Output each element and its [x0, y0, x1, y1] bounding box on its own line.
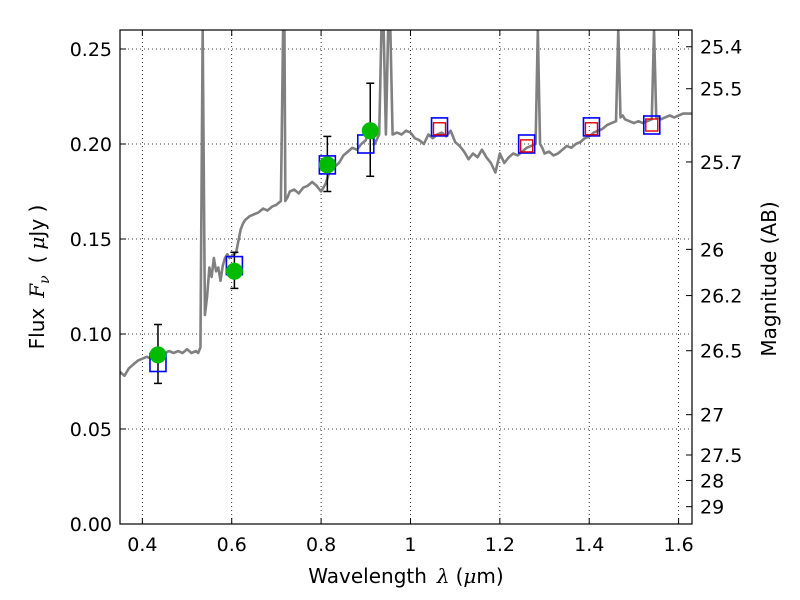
- y-tick-label: 0.05: [70, 419, 112, 441]
- model-square-marker: [642, 115, 661, 135]
- magnitude-tick-label: 26.2: [700, 286, 742, 308]
- y-axis-ticks: 0.00 0.05 0.10 0.15 0.20 0.25: [70, 39, 126, 536]
- magnitude-tick-label: 29: [700, 497, 724, 519]
- y-tick-label: 0.10: [70, 324, 112, 346]
- y-tick-label: 0.25: [70, 39, 112, 61]
- limit-square-marker: [645, 118, 659, 132]
- spectrum-series: [120, 30, 692, 378]
- limit-square-marker: [432, 122, 447, 136]
- x-tick-label: 0.8: [306, 534, 336, 556]
- magnitude-axis-ticks: 25.4 25.5 25.7 26 26.2 26.5 27 27.5 28 29: [686, 37, 742, 519]
- y-tick-label: 0.15: [70, 229, 112, 251]
- plot-background: [120, 30, 692, 524]
- magnitude-tick-label: 25.7: [700, 152, 742, 174]
- y-tick-label: 0.20: [70, 134, 112, 156]
- magnitude-tick-label: 27: [700, 405, 724, 427]
- model-square-marker: [517, 134, 536, 154]
- x-axis-ticks: 0.4 0.6 0.8 1 1.2 1.4 1.6: [127, 30, 694, 556]
- model-square-marker: [582, 117, 601, 137]
- magnitude-tick-label: 27.5: [700, 445, 742, 467]
- magnitude-tick-label: 28: [700, 470, 724, 492]
- x-tick-label: 1.2: [485, 534, 515, 556]
- magnitude-tick-label: 26: [700, 239, 724, 261]
- grid: [120, 30, 692, 524]
- y-tick-label: 0.00: [70, 514, 112, 536]
- magnitude-axis-label: Magnitude (AB): [757, 201, 781, 356]
- magnitude-tick-label: 25.5: [700, 79, 742, 101]
- limit-square-marker: [584, 122, 599, 136]
- model-square-marker: [430, 117, 449, 137]
- x-axis-label: Wavelength λ (μm): [308, 564, 503, 588]
- x-tick-label: 1.6: [663, 534, 693, 556]
- spectrum-line: [120, 30, 692, 378]
- observed-circle-marker: [361, 122, 379, 140]
- observed-circle-marker: [225, 262, 243, 280]
- magnitude-tick-label: 26.5: [700, 341, 742, 363]
- y-axis-label: FluxFν(μJy ): [25, 205, 53, 350]
- x-tick-label: 0.6: [217, 534, 247, 556]
- limit-square-marker: [519, 139, 534, 153]
- magnitude-tick-label: 25.4: [700, 37, 742, 59]
- plot-frame: [119, 29, 693, 525]
- x-tick-label: 1.4: [574, 534, 604, 556]
- x-tick-label: 0.4: [127, 534, 157, 556]
- observed-circle-marker: [318, 156, 336, 174]
- x-tick-label: 1: [404, 534, 416, 556]
- observed-circle-marker: [149, 346, 167, 364]
- photometry-markers: [149, 115, 661, 373]
